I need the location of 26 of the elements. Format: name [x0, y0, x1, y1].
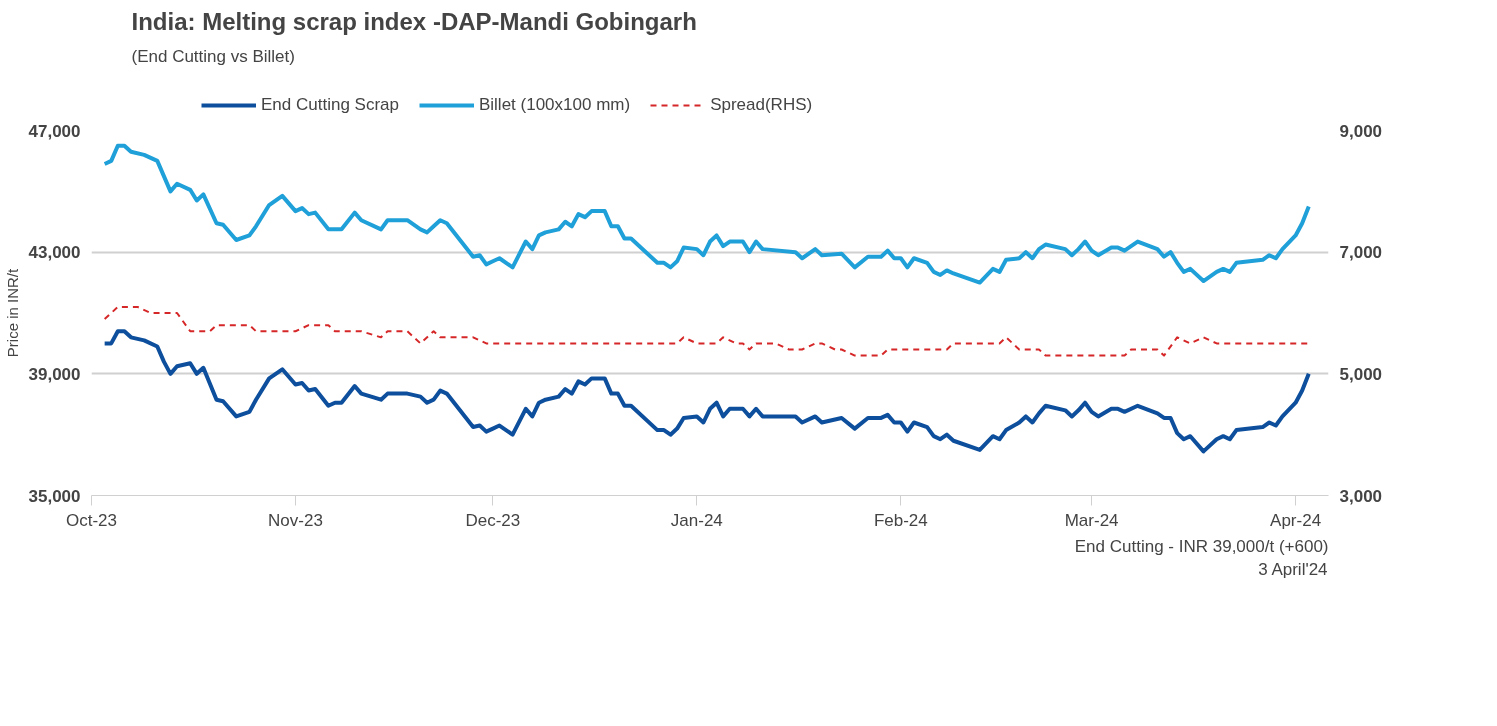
- text: End Cutting - INR 39,000/t (+600): [1074, 536, 1329, 556]
- x-tick-label: Oct-23: [65, 510, 118, 530]
- y2-tick-label: 9,000: [1339, 121, 1383, 141]
- x-tick-label: Nov-23: [268, 510, 323, 530]
- y2-tick-label: 7,000: [1339, 243, 1383, 263]
- y2-tick-label: 3,000: [1339, 486, 1383, 506]
- x-tick-label: Apr-24: [1270, 510, 1322, 530]
- y-tick-label: 43,000: [28, 243, 81, 263]
- y-axis-title: Price in INR/t: [3, 267, 21, 358]
- line-series: [103, 305, 1310, 357]
- x-tick-label: Mar-24: [1064, 510, 1119, 530]
- legend-label: End Cutting Scrap: [261, 95, 399, 115]
- chart-title: India: Melting scrap index -DAP-Mandi Gobingarh: [131, 7, 697, 35]
- x-tick-label: Feb-24: [873, 510, 928, 530]
- line-series: [102, 329, 1311, 454]
- legend-label: Spread(RHS): [710, 95, 813, 115]
- y-tick-label: 47,000: [28, 121, 81, 141]
- y-tick-label: 35,000: [28, 486, 81, 506]
- y2-tick-label: 5,000: [1339, 364, 1383, 384]
- legend-label: Billet (100x100 mm): [478, 95, 631, 115]
- y-tick-label: 39,000: [28, 364, 81, 384]
- x-tick-label: Dec-23: [465, 510, 521, 530]
- chart-subtitle: (End Cutting vs Billet): [131, 46, 295, 66]
- x-tick-label: Jan-24: [670, 510, 723, 530]
- line-series: [102, 143, 1311, 285]
- text: 3 April'24: [1258, 559, 1328, 579]
